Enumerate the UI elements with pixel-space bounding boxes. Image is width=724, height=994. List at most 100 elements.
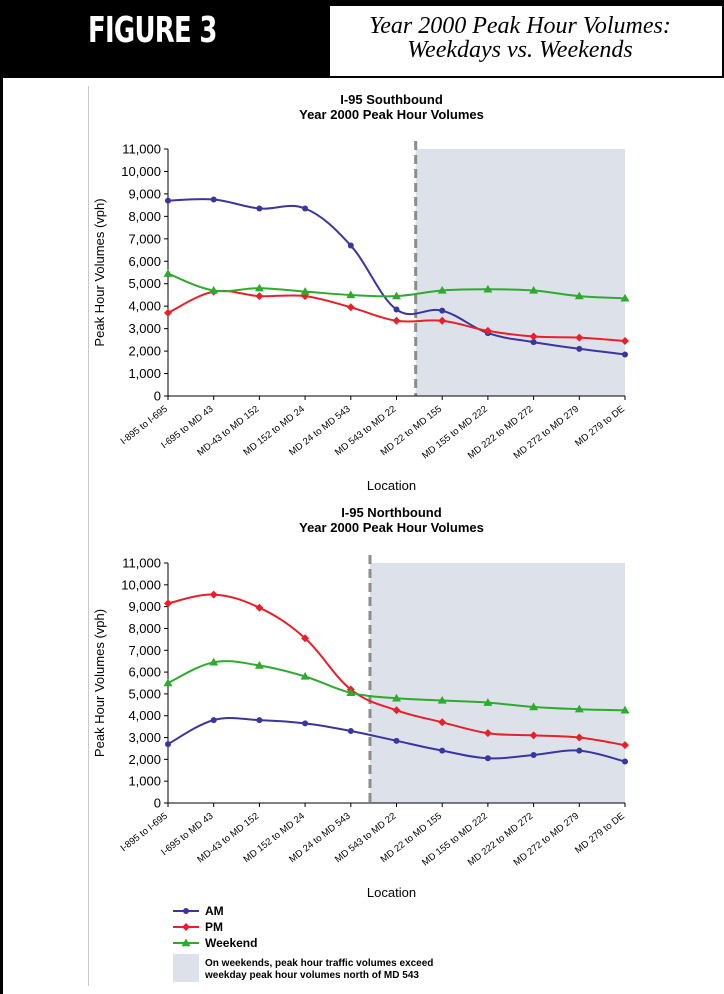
legend-label-am: AM <box>205 904 224 918</box>
y-tick-label: 6,000 <box>128 665 161 680</box>
y-tick-label: 8,000 <box>128 621 161 636</box>
data-point-pm <box>483 729 492 738</box>
data-point-pm <box>392 706 401 715</box>
y-tick-label: 11,000 <box>122 556 161 571</box>
data-point-weekend <box>209 285 219 294</box>
data-point-pm <box>164 308 172 317</box>
y-tick-label: 11,000 <box>122 142 161 157</box>
data-point-weekend <box>483 698 493 706</box>
data-point-pm <box>529 731 538 740</box>
data-point-weekend <box>254 283 264 292</box>
chart-subtitle: Year 2000 Peak Hour Volumes <box>299 107 484 122</box>
data-point-weekend <box>163 678 173 687</box>
data-point-pm <box>164 599 172 608</box>
figure-title: Year 2000 Peak Hour Volumes: Weekdays vs… <box>330 14 710 62</box>
y-tick-label: 9,000 <box>128 186 161 201</box>
series-am <box>165 717 628 765</box>
data-point-weekend <box>209 657 219 666</box>
data-point-weekend <box>529 285 539 294</box>
data-point-weekend <box>529 702 539 711</box>
page-left-rule <box>0 78 3 994</box>
legend-label-weekend: Weekend <box>205 936 257 950</box>
y-tick-label: 2,000 <box>128 344 161 359</box>
data-point-am <box>347 242 354 249</box>
x-tick-label: MD 279 to DE <box>573 811 627 856</box>
data-point-am <box>256 717 263 724</box>
weekend-exceed-region <box>369 563 625 803</box>
data-point-weekend <box>163 269 173 277</box>
legend-marker-pm <box>182 923 190 931</box>
data-point-weekend <box>437 285 447 294</box>
y-tick-label: 9,000 <box>128 599 161 614</box>
y-axis-label: Peak Hour Volumes (vph) <box>92 198 107 346</box>
y-tick-label: 4,000 <box>128 299 161 314</box>
legend-label-pm: PM <box>205 920 223 934</box>
legend-marker-weekend <box>181 938 191 947</box>
y-tick-label: 2,000 <box>128 752 161 767</box>
data-point-pm <box>438 316 447 325</box>
x-axis-label: Location <box>367 478 416 493</box>
data-point-pm <box>346 303 355 312</box>
data-point-weekend <box>392 693 401 702</box>
data-point-pm <box>301 634 310 643</box>
data-point-am <box>210 717 217 724</box>
data-point-am <box>484 755 491 762</box>
chart-title: I-95 Northbound <box>341 505 441 520</box>
data-point-am <box>165 741 171 748</box>
figure-header-bar: FIGURE 3 Year 2000 Peak Hour Volumes: We… <box>0 0 724 78</box>
y-tick-label: 8,000 <box>128 209 161 224</box>
data-point-weekend <box>574 291 584 300</box>
chart-subtitle: Year 2000 Peak Hour Volumes <box>299 520 484 535</box>
legend-note-line-2: weekday peak hour volumes north of MD 54… <box>204 970 419 981</box>
data-point-weekend <box>300 287 310 295</box>
data-point-am <box>302 720 309 727</box>
data-point-pm <box>575 733 584 742</box>
weekend-exceed-region <box>415 149 625 396</box>
y-tick-label: 0 <box>154 796 161 811</box>
y-tick-label: 6,000 <box>128 254 161 269</box>
data-point-pm <box>392 316 401 325</box>
data-point-am <box>622 758 628 765</box>
data-point-am <box>576 747 583 754</box>
legend-shade-swatch <box>173 954 199 982</box>
data-point-am <box>256 205 263 212</box>
data-point-pm <box>575 333 584 342</box>
data-point-pm <box>529 332 538 341</box>
figure-title-box: Year 2000 Peak Hour Volumes: Weekdays vs… <box>330 6 722 76</box>
legend-note-line-1: On weekends, peak hour traffic volumes e… <box>205 958 433 969</box>
data-point-pm <box>209 590 218 599</box>
y-tick-label: 3,000 <box>128 730 161 745</box>
data-point-pm <box>255 292 264 301</box>
data-point-am <box>165 197 171 204</box>
data-point-weekend <box>346 290 356 299</box>
data-point-weekend <box>254 661 264 669</box>
y-tick-label: 5,000 <box>128 686 161 701</box>
chart-title: I-95 Southbound <box>340 92 443 107</box>
y-tick-label: 4,000 <box>128 708 161 723</box>
data-point-pm <box>621 336 629 345</box>
data-point-am <box>576 345 583 352</box>
data-point-weekend <box>346 688 356 697</box>
data-point-weekend <box>392 291 401 300</box>
data-point-pm <box>255 603 264 612</box>
data-point-am <box>439 307 446 314</box>
y-tick-label: 3,000 <box>128 321 161 336</box>
data-point-weekend <box>574 704 584 713</box>
x-axis-label: Location <box>367 885 416 900</box>
data-point-weekend <box>437 695 447 704</box>
figure-title-line-1: Year 2000 Peak Hour Volumes: <box>369 13 671 39</box>
data-point-am <box>439 747 446 754</box>
data-point-am <box>393 737 400 744</box>
y-tick-label: 0 <box>154 389 161 404</box>
series-pm <box>164 590 629 750</box>
data-point-am <box>347 728 354 734</box>
legend-marker-am <box>183 908 189 914</box>
x-tick-label: MD 279 to DE <box>573 404 627 449</box>
data-point-weekend <box>300 671 310 680</box>
data-point-am <box>530 752 537 758</box>
data-point-am <box>302 205 309 212</box>
y-tick-label: 7,000 <box>128 643 161 658</box>
legend: AM PM Weekend On weekends, peak hour traffi… <box>173 904 433 982</box>
